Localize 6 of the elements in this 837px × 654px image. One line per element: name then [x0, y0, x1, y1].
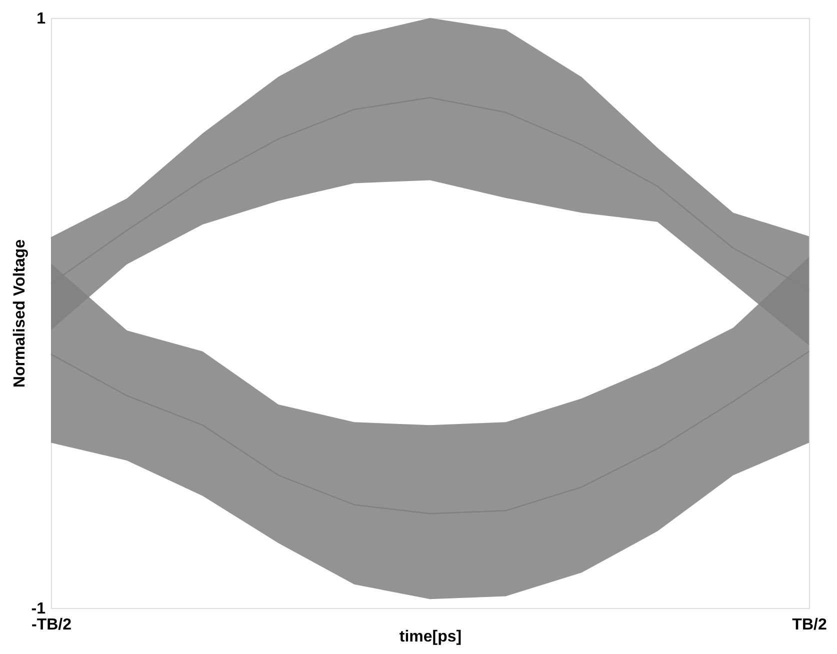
y-tick-label: -1 — [31, 600, 46, 618]
x-tick-label: TB/2 — [792, 616, 827, 634]
y-axis-title: Normalised Voltage — [11, 239, 28, 388]
y-tick-label: 1 — [36, 10, 46, 28]
x-tick-label: -TB/2 — [32, 616, 72, 634]
x-axis-title: time[ps] — [399, 628, 462, 646]
